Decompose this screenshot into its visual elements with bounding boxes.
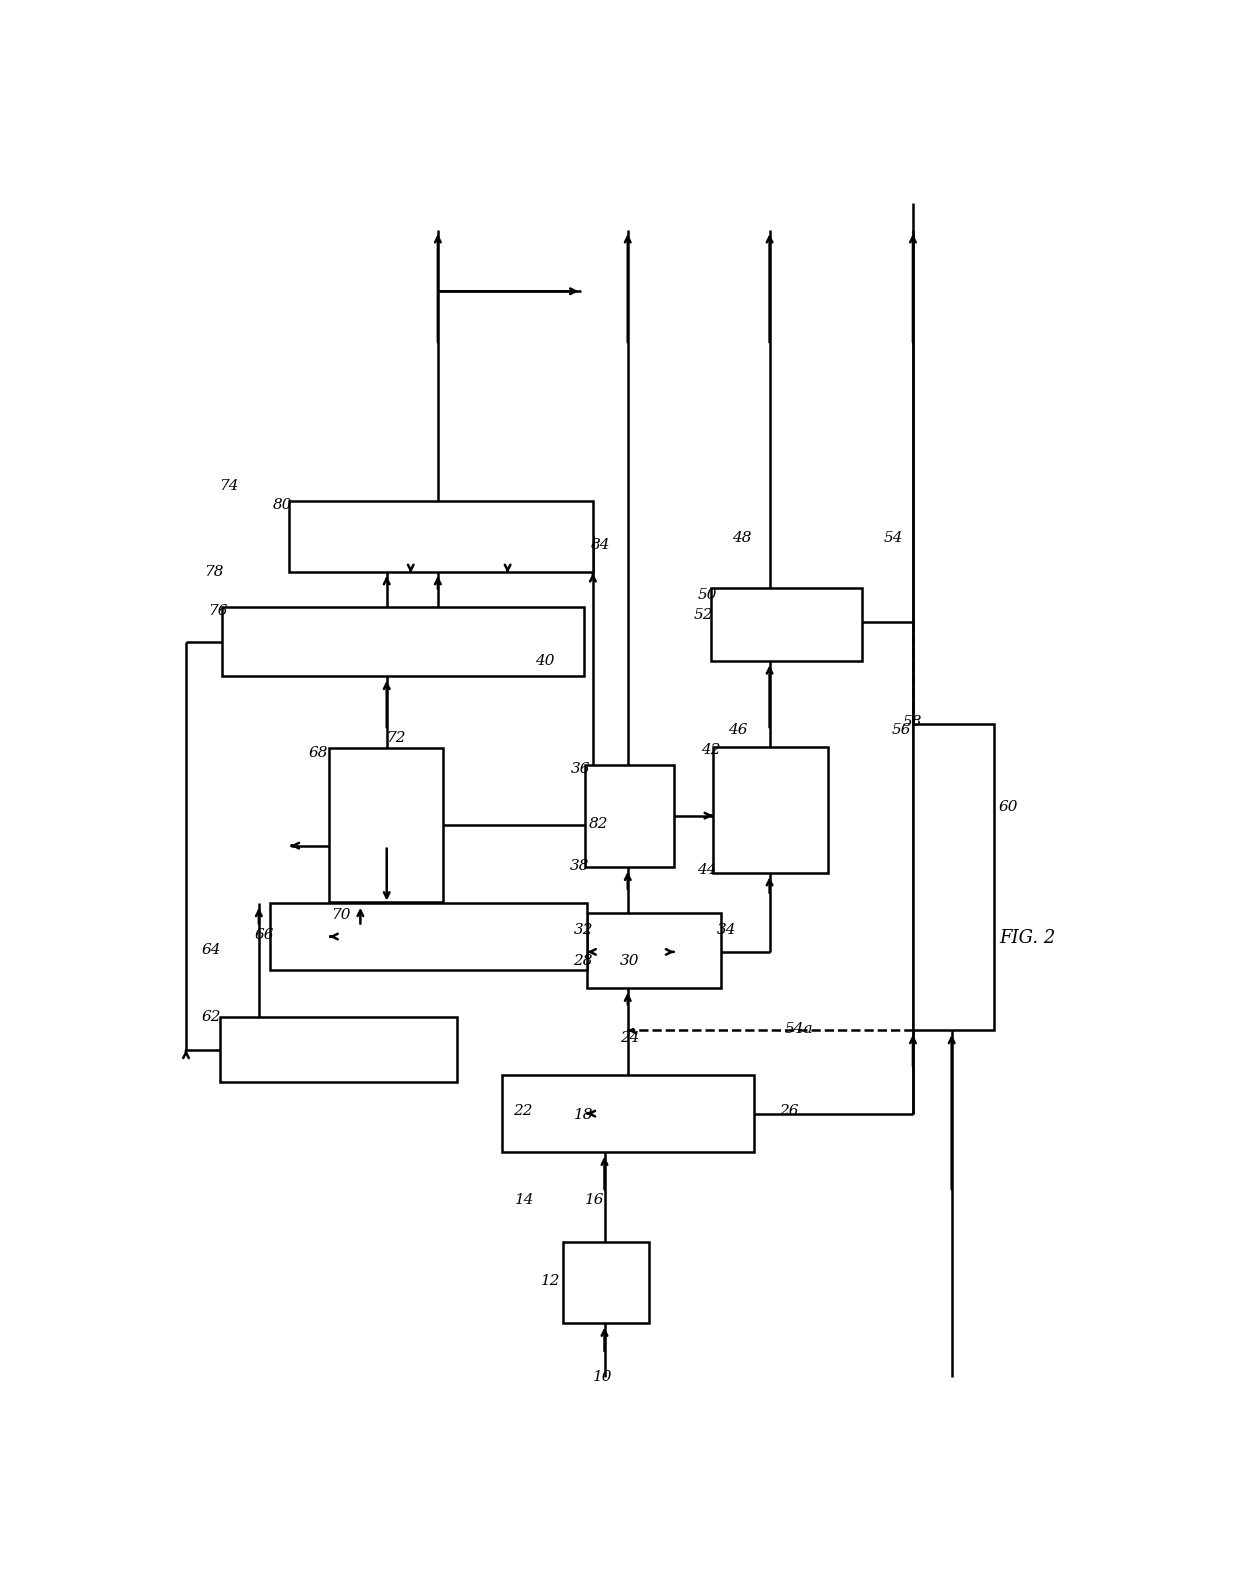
Text: 80: 80 (273, 499, 293, 513)
Text: 24: 24 (620, 1031, 640, 1045)
Text: 52: 52 (693, 607, 713, 621)
Bar (585, 765, 675, 867)
Text: 42: 42 (702, 744, 720, 757)
Bar (713, 747, 828, 873)
Text: 60: 60 (998, 800, 1018, 814)
Text: 10: 10 (593, 1370, 613, 1384)
Text: 34: 34 (717, 924, 737, 937)
Text: FIG. 2: FIG. 2 (999, 929, 1056, 948)
Text: 82: 82 (589, 817, 609, 832)
Bar (563, 1243, 650, 1324)
Text: 32: 32 (573, 924, 593, 937)
Text: 40: 40 (534, 653, 554, 667)
Text: 44: 44 (697, 863, 717, 878)
Text: 58: 58 (903, 715, 923, 730)
Bar (502, 1075, 754, 1152)
Text: 72: 72 (386, 731, 405, 746)
Bar (289, 502, 593, 572)
Bar (913, 723, 993, 1031)
Text: 54: 54 (883, 530, 903, 545)
Text: 22: 22 (513, 1104, 532, 1118)
Text: 64: 64 (201, 943, 221, 957)
Text: 50: 50 (697, 588, 717, 602)
Text: 68: 68 (309, 746, 327, 760)
Text: 54a: 54a (785, 1023, 813, 1035)
Text: 62: 62 (201, 1010, 221, 1024)
Text: 78: 78 (203, 566, 223, 580)
Text: 70: 70 (331, 908, 351, 922)
Bar (221, 1016, 458, 1082)
Text: 76: 76 (207, 604, 227, 618)
Text: 16: 16 (585, 1193, 605, 1207)
Bar (222, 607, 584, 677)
Text: 46: 46 (729, 723, 748, 738)
Bar (330, 747, 444, 902)
Bar (588, 913, 720, 988)
Text: 38: 38 (569, 859, 589, 873)
Text: 84: 84 (590, 538, 610, 553)
Text: 18: 18 (573, 1109, 593, 1121)
Text: 12: 12 (541, 1274, 560, 1287)
Text: 26: 26 (779, 1104, 799, 1118)
Text: 28: 28 (573, 954, 593, 969)
Text: 30: 30 (620, 954, 640, 969)
Text: 48: 48 (733, 530, 751, 545)
Bar (270, 903, 587, 970)
Text: 74: 74 (219, 479, 239, 494)
Text: 14: 14 (516, 1193, 534, 1207)
Text: 66: 66 (254, 929, 274, 941)
Text: 36: 36 (572, 761, 590, 776)
Bar (711, 588, 862, 661)
Text: 56: 56 (892, 723, 910, 738)
